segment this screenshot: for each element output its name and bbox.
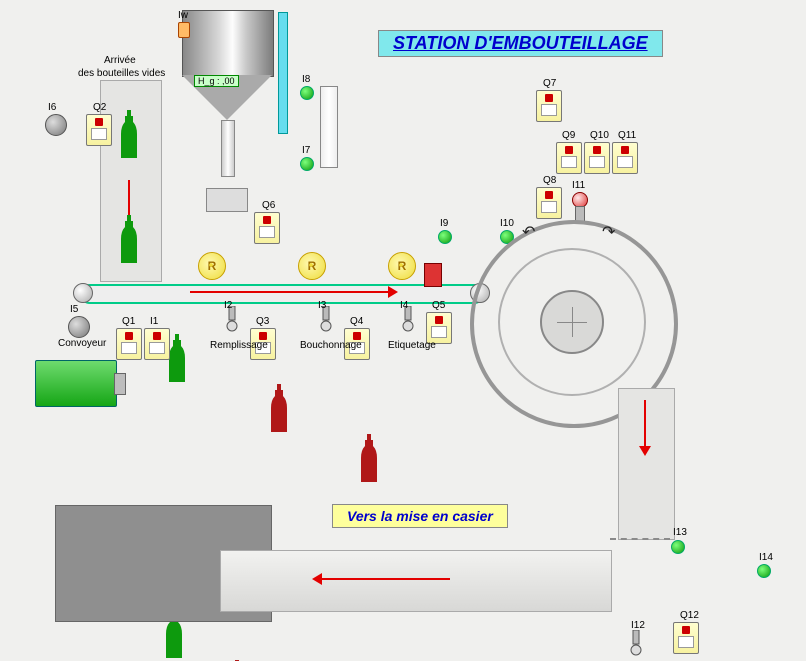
lower-chute [220,550,612,612]
conveyor-motor [35,360,117,407]
io-label-Q11: Q11 [618,130,636,141]
io-label-Q10: Q10 [590,130,609,141]
hopper-pipe [221,120,235,177]
arrow-belt [190,291,390,293]
io-label-I3: I3 [318,300,326,311]
indicator-Q2[interactable] [86,114,112,146]
io-label-Iw: Iw [178,10,188,21]
nozzle-I12 [630,630,642,660]
io-label-Q1: Q1 [122,316,135,327]
indicator-Q12[interactable] [673,622,699,654]
indicator-I1[interactable] [144,328,170,360]
arrivee-label-2: des bouteilles vides [78,68,165,79]
page-title: STATION D'EMBOUTEILLAGE [378,30,663,57]
io-label-I14: I14 [759,552,773,563]
io-label-I1: I1 [150,316,158,327]
sensor-I7[interactable] [300,157,314,171]
rotary-wheel-hub [540,290,604,354]
indicator-Q8[interactable] [536,187,562,219]
indicator-Q1[interactable] [116,328,142,360]
io-label-I10: I10 [500,218,514,229]
piston-head [424,263,442,287]
flow-meter [320,86,338,168]
sensor-I14[interactable] [757,564,771,578]
remplissage-label: Remplissage [210,340,268,351]
io-label-Q7: Q7 [543,78,556,89]
bouchonnage-label: Bouchonnage [300,340,362,351]
valve-body [206,188,248,212]
io-label-I7: I7 [302,145,310,156]
io-label-Q3: Q3 [256,316,269,327]
knob-I5[interactable] [68,316,90,338]
io-label-I13: I13 [673,527,687,538]
io-label-Q4: Q4 [350,316,363,327]
indicator-Q6[interactable] [254,212,280,244]
arrow-lower [320,578,450,580]
io-label-Q5: Q5 [432,300,445,311]
sensor-I13[interactable] [671,540,685,554]
hopper-readout: H_g : ,00 [194,75,239,87]
lamp-R2: R [298,252,324,278]
level-scale [278,12,288,134]
indicator-Q7[interactable] [536,90,562,122]
io-label-I5: I5 [70,304,78,315]
lamp-R1: R [198,252,224,278]
io-label-Q9: Q9 [562,130,575,141]
bottle-belt-green [168,334,186,384]
indicator-Q10[interactable] [584,142,610,174]
indicator-Q9[interactable] [556,142,582,174]
lamp-R3: R [388,252,414,278]
banner-casier: Vers la mise en casier [332,504,508,528]
sensor-I9[interactable] [438,230,452,244]
curve-arrow-left: ↶ [522,222,535,242]
etiquetage-label: Etiquetage [388,340,436,351]
descend-chute [618,388,675,540]
bottle-belt-red-2 [360,434,378,484]
curve-arrow-right: ↷ [602,222,615,242]
iw-sensor [178,22,190,38]
bottle-infeed-2 [120,215,138,265]
io-label-Q8: Q8 [543,175,556,186]
knob-I6[interactable] [45,114,67,136]
io-label-I11: I11 [572,180,585,191]
sensor-line-I13 [610,538,670,540]
io-label-I2: I2 [224,300,232,311]
io-label-Q2: Q2 [93,102,106,113]
io-label-I6: I6 [48,102,56,113]
conveyor-belt [80,284,484,304]
io-label-Q6: Q6 [262,200,275,211]
convoyeur-label: Convoyeur [58,338,106,349]
io-label-I9: I9 [440,218,448,229]
io-label-I8: I8 [302,74,310,85]
arrivee-label-1: Arrivée [104,55,136,66]
io-label-I4: I4 [400,300,408,311]
bottle-belt-red-1 [270,384,288,434]
hopper-body [182,10,274,77]
io-label-Q12: Q12 [680,610,699,621]
indicator-Q11[interactable] [612,142,638,174]
arrow-descend [644,400,646,448]
sensor-I8[interactable] [300,86,314,100]
bottle-infeed-1 [120,110,138,160]
belt-roller-left [73,283,93,303]
